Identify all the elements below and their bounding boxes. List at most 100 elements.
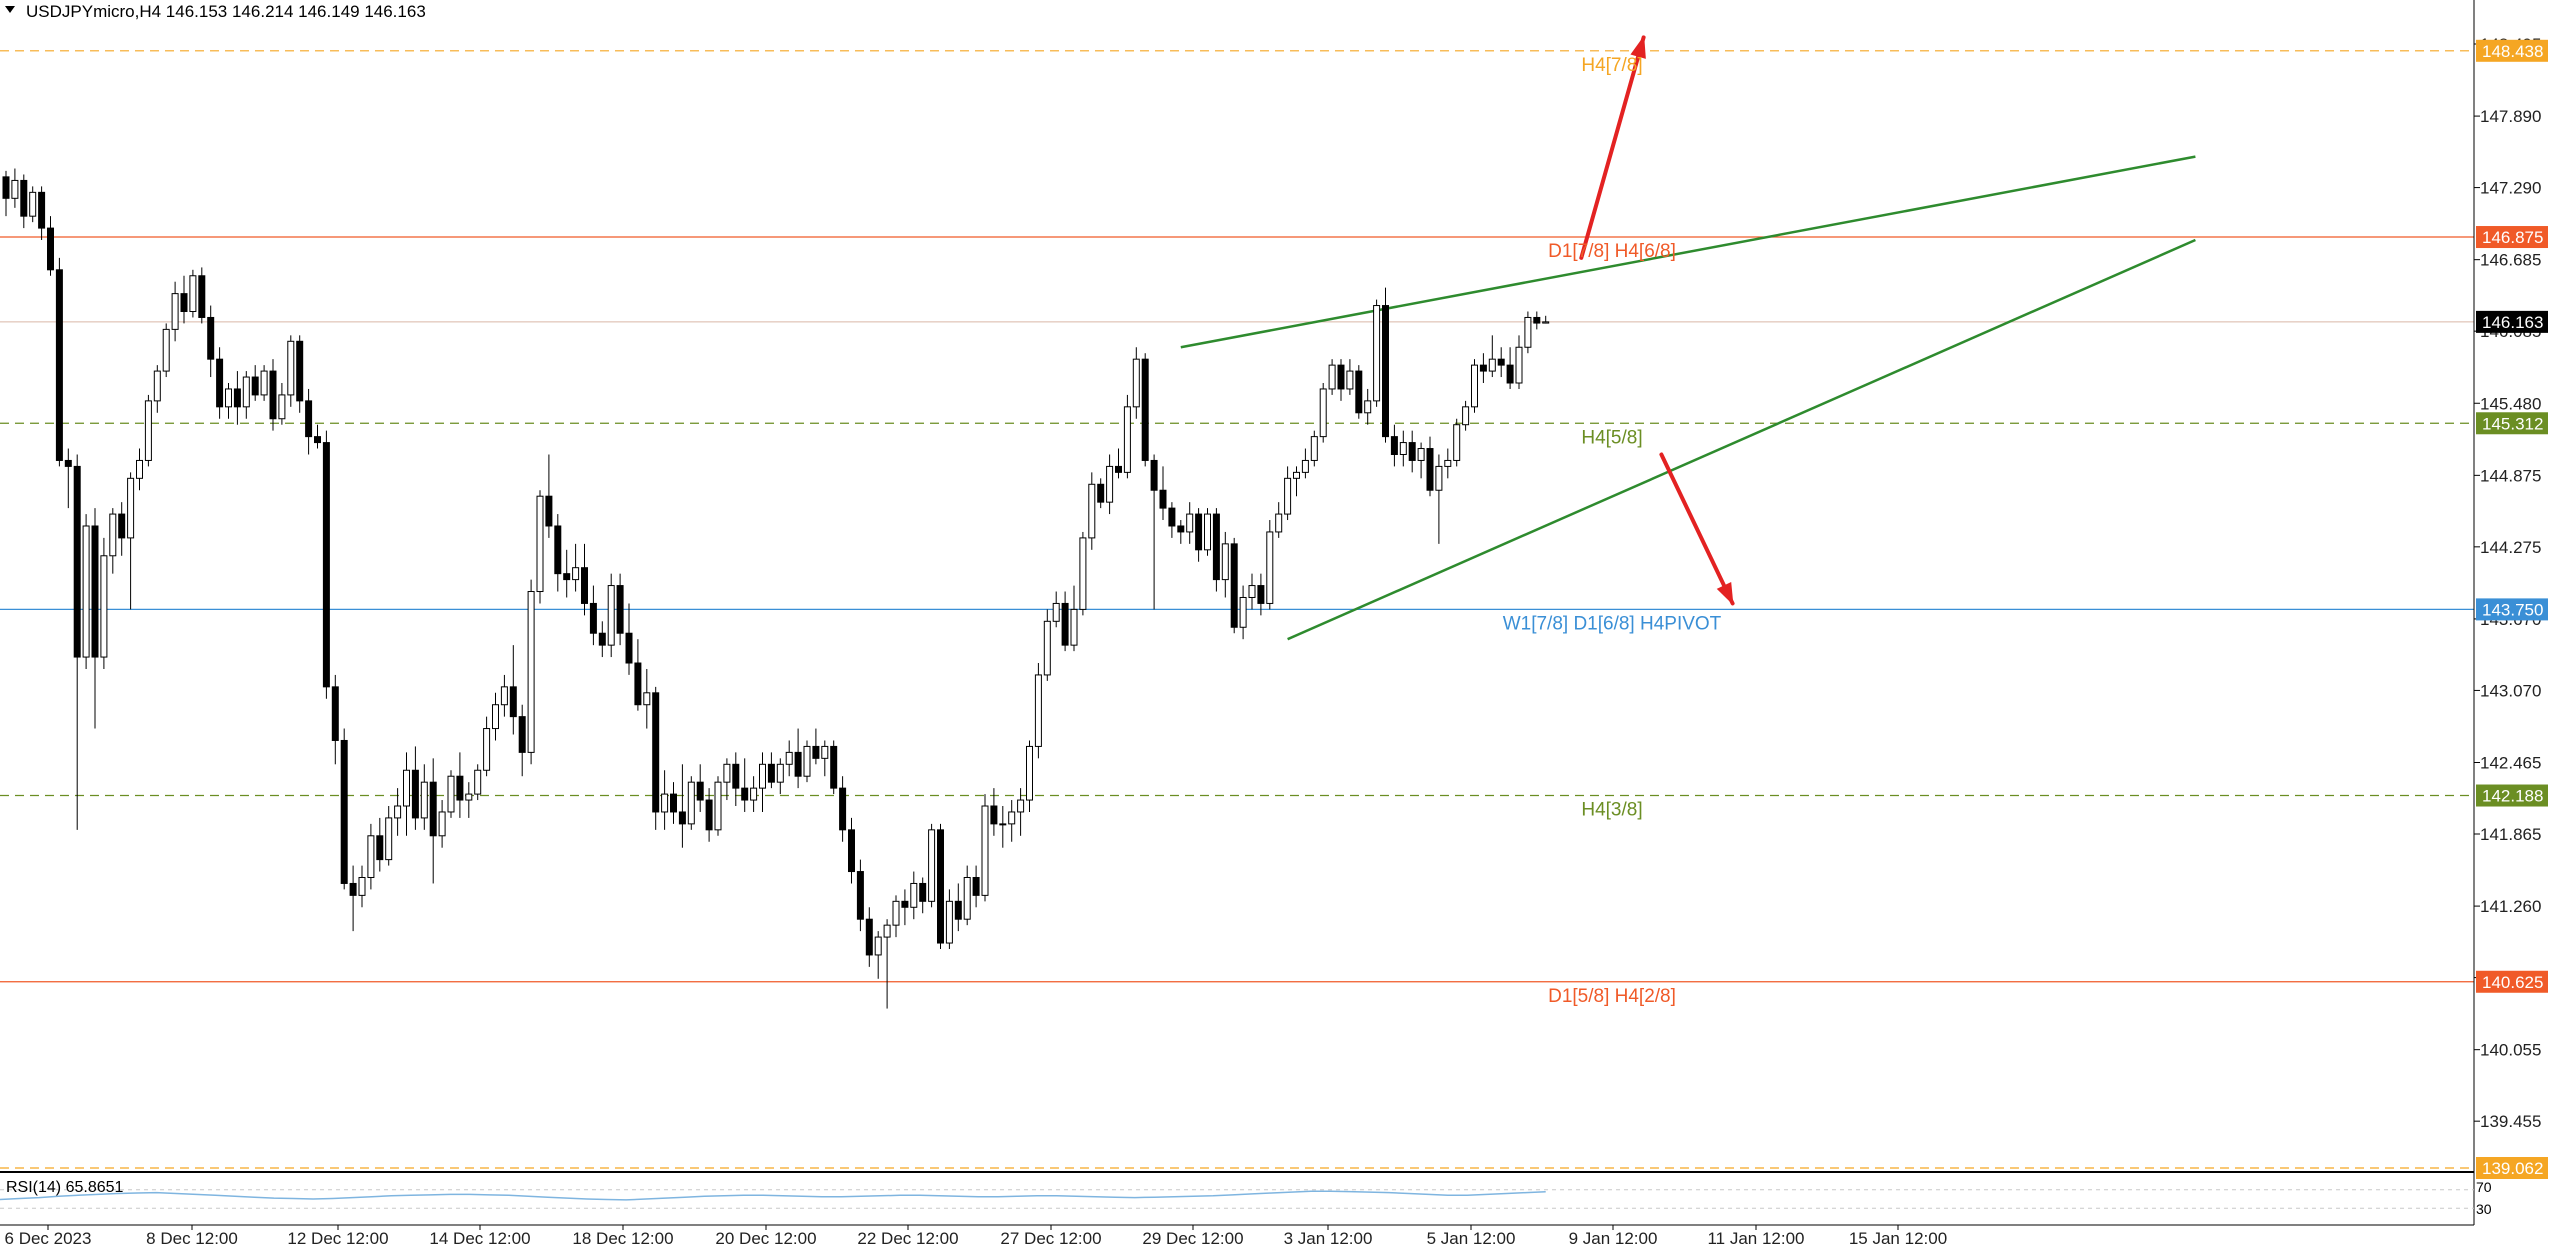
candle — [1408, 430, 1416, 473]
candle-body — [500, 686, 508, 706]
candle-body — [1257, 585, 1265, 604]
candle — [1177, 520, 1185, 544]
candle-body — [296, 340, 304, 402]
price-tag: 145.312 — [2476, 412, 2548, 435]
candle — [474, 764, 482, 801]
candle — [305, 388, 313, 455]
candle — [527, 579, 535, 765]
candle-body — [634, 662, 642, 706]
candle — [696, 764, 704, 812]
rsi-line — [0, 1190, 1546, 1201]
candle-body — [438, 811, 446, 837]
candle-body — [848, 829, 855, 873]
candle — [839, 776, 847, 842]
price-tag-box — [2476, 970, 2548, 993]
candle-body — [287, 340, 295, 396]
candle — [1168, 502, 1176, 538]
candle — [1497, 347, 1505, 378]
candle-body — [1221, 543, 1229, 581]
candle-body — [883, 924, 891, 938]
candle-body — [643, 692, 651, 706]
candle — [11, 168, 19, 208]
candle — [919, 877, 927, 914]
candle — [1328, 359, 1336, 395]
trendline-upper — [1180, 155, 2196, 349]
price-tag: 143.750 — [2476, 598, 2548, 621]
candle-body — [429, 781, 437, 837]
price-tick-label: 141.260 — [2480, 897, 2541, 916]
candle — [848, 817, 855, 884]
time-tick-label: 27 Dec 12:00 — [1000, 1229, 1101, 1248]
rsi-panel — [0, 1189, 2474, 1209]
candle — [1097, 478, 1105, 509]
candle — [1524, 311, 1532, 354]
price-tag: 146.163 — [2476, 310, 2548, 333]
price-tag: 142.188 — [2476, 784, 2548, 807]
candle-body — [260, 370, 268, 396]
candle — [821, 740, 829, 777]
candle-body — [1382, 305, 1389, 438]
candle — [1088, 472, 1096, 550]
candle — [1230, 537, 1238, 634]
candle — [545, 454, 553, 538]
candle — [1319, 382, 1327, 443]
candle-body — [652, 692, 660, 813]
candle — [1542, 315, 1550, 324]
candle-body — [1266, 531, 1274, 604]
candle — [794, 728, 802, 789]
time-tick-label: 18 Dec 12:00 — [572, 1229, 673, 1248]
candle — [127, 472, 135, 610]
candle — [581, 543, 588, 616]
candle — [963, 865, 971, 926]
candle-body — [509, 686, 517, 718]
candle-body — [269, 370, 277, 420]
candle-body — [1052, 602, 1060, 622]
candle — [1052, 591, 1060, 628]
candle-body — [1542, 321, 1550, 324]
candle-body — [394, 805, 402, 819]
price-tick-label: 147.290 — [2480, 179, 2541, 198]
price-tags: 148.438 146.875 145.312 143.750 142.188 140.6… — [2476, 39, 2548, 1179]
time-axis: 6 Dec 2023 8 Dec 12:00 12 Dec 12:00 14 Dec … — [5, 1225, 1947, 1248]
candle-body — [1008, 811, 1016, 825]
candle — [723, 758, 731, 801]
candle-body — [598, 632, 606, 646]
candle-body — [1328, 364, 1336, 390]
candle-body — [803, 745, 811, 777]
candle-body — [1248, 585, 1256, 598]
candle-body — [1399, 442, 1407, 455]
candle-body — [189, 275, 197, 313]
candle-body — [954, 900, 962, 920]
time-tick-label: 9 Jan 12:00 — [1569, 1229, 1658, 1248]
candle-body — [723, 763, 731, 783]
candle-body — [349, 882, 357, 896]
candle — [180, 275, 188, 324]
candle — [1079, 531, 1087, 616]
candle-body — [581, 567, 588, 604]
time-tick-label: 3 Jan 12:00 — [1284, 1229, 1373, 1248]
candle — [1373, 299, 1381, 407]
candle — [314, 424, 321, 449]
candle — [607, 573, 615, 658]
candle — [678, 764, 686, 848]
candle-body — [1230, 543, 1238, 628]
candle — [1034, 663, 1042, 759]
collapse-triangle-icon[interactable] — [5, 6, 15, 13]
price-tick-label: 146.685 — [2480, 251, 2541, 270]
candle — [1301, 448, 1309, 479]
candle-body — [1061, 602, 1069, 646]
candle-body — [1435, 465, 1443, 491]
candle — [1284, 466, 1292, 521]
candle — [1382, 287, 1389, 443]
candle — [358, 865, 366, 908]
candle-body — [563, 573, 571, 581]
candle — [73, 454, 81, 830]
candle-body — [865, 918, 873, 956]
price-tick-label: 144.875 — [2480, 466, 2541, 485]
price-tag-label: 143.750 — [2482, 600, 2543, 619]
level-label-3: W1[7/8] D1[6/8] H4PIVOT — [1503, 613, 1722, 634]
candle — [830, 740, 838, 795]
candle-body — [1239, 596, 1247, 628]
candle — [171, 281, 179, 342]
time-tick-label: 12 Dec 12:00 — [287, 1229, 388, 1248]
